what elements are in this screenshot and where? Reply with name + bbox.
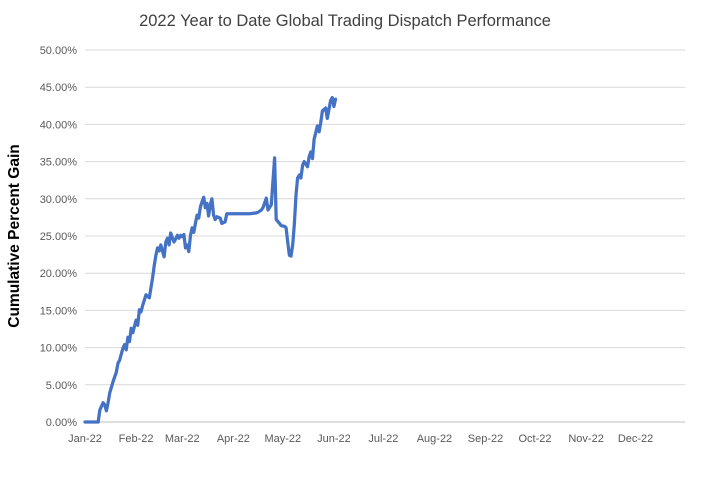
x-tick-label: Dec-22 (618, 433, 653, 445)
y-tick-label: 10.00% (40, 343, 78, 355)
x-tick-label: Feb-22 (119, 433, 154, 445)
y-tick-label: 0.00% (46, 417, 77, 429)
y-tick-label: 20.00% (40, 268, 78, 280)
x-tick-label: Jun-22 (317, 433, 351, 445)
x-tick-label: Aug-22 (417, 433, 452, 445)
x-tick-label: Oct-22 (518, 433, 551, 445)
chart-title: 2022 Year to Date Global Trading Dispatc… (139, 12, 551, 30)
x-tick-label: Nov-22 (568, 433, 603, 445)
y-tick-label: 15.00% (40, 305, 78, 317)
y-tick-label: 50.00% (40, 45, 78, 57)
x-tick-label: Jul-22 (368, 433, 398, 445)
y-tick-label: 35.00% (40, 157, 78, 169)
x-tick-label: Mar-22 (165, 433, 200, 445)
y-tick-label: 5.00% (46, 380, 77, 392)
x-tick-label: Apr-22 (217, 433, 250, 445)
x-tick-label: May-22 (264, 433, 301, 445)
x-tick-label: Sep-22 (468, 433, 503, 445)
y-tick-label: 40.00% (40, 119, 78, 131)
performance-line (83, 95, 338, 424)
y-tick-label: 30.00% (40, 194, 78, 206)
x-tick-label: Jan-22 (68, 433, 102, 445)
y-tick-label: 45.00% (40, 82, 78, 94)
y-tick-label: 25.00% (40, 231, 78, 243)
